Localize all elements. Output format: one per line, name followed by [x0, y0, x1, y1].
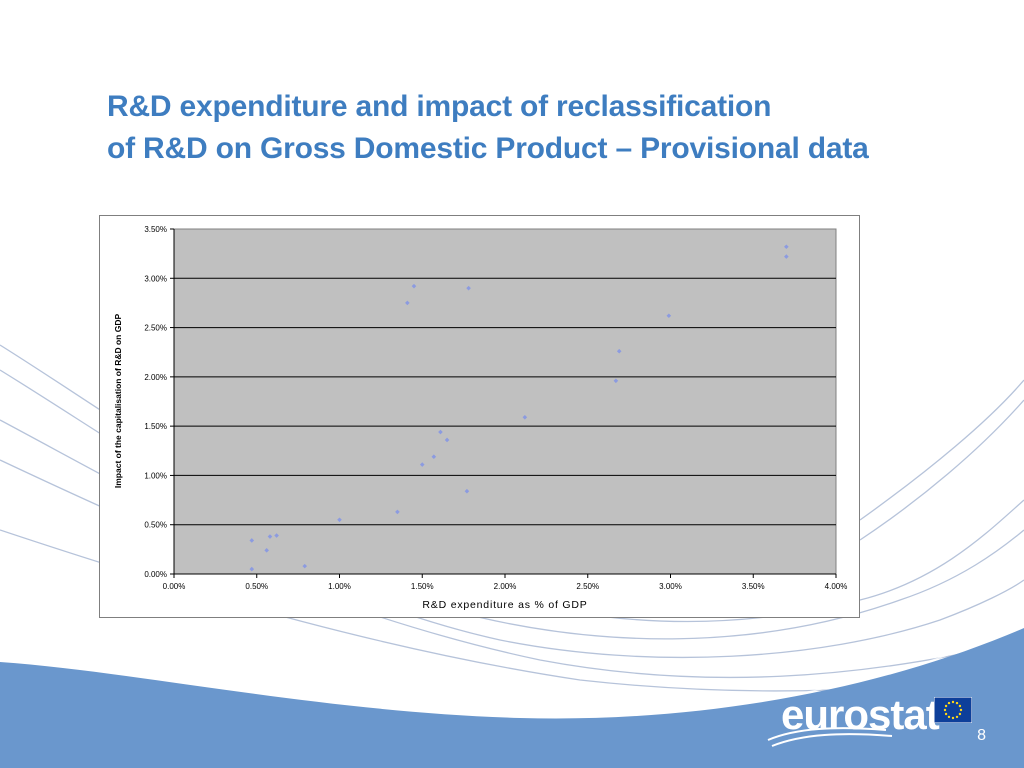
logo-swoosh — [767, 727, 893, 747]
data-point — [337, 517, 342, 523]
data-point — [302, 563, 308, 569]
x-tick-label: 1.50% — [411, 582, 434, 591]
data-point — [395, 509, 400, 515]
data-point — [464, 488, 470, 494]
flag-star — [955, 701, 959, 705]
x-tick-label: 0.00% — [163, 582, 186, 591]
scatter-chart: 0.00% 0.50% 1.00% 1.50% 2.00% 2.50% 3.00% 3.50%… — [113, 225, 848, 611]
y-axis-title: Impact of the capitalisation of R&D on G… — [113, 314, 123, 489]
x-tick-label: 3.50% — [742, 582, 765, 591]
data-point — [249, 566, 255, 572]
slide-title-line-1: R&D expenditure and impact of reclassifi… — [107, 90, 772, 123]
data-point — [522, 414, 528, 420]
x-tick-label: 2.00% — [494, 582, 517, 591]
chart-frame: 0.00% 0.50% 1.00% 1.50% 2.00% 2.50% 3.00% 3.50%… — [99, 215, 860, 618]
y-tick-label: 0.00% — [144, 570, 167, 579]
footer-highlight-line — [0, 625, 1024, 718]
x-tick-label: 2.50% — [576, 582, 599, 591]
x-axis-ticks: 0.00% 0.50% 1.00% 1.50% 2.00% 2.50% 3.00% 3.50%… — [163, 574, 848, 591]
eu-flag-icon — [934, 697, 972, 723]
y-tick-label: 2.00% — [144, 373, 167, 382]
flag-star — [943, 708, 947, 712]
data-point — [249, 538, 255, 543]
y-tick-label: 3.50% — [144, 225, 167, 234]
flag-star — [959, 708, 963, 712]
data-point — [444, 437, 450, 443]
x-tick-label: 4.00% — [825, 582, 848, 591]
data-point — [431, 454, 437, 459]
data-point — [616, 348, 622, 354]
flag-star — [947, 715, 951, 719]
data-point — [438, 429, 443, 435]
y-tick-label: 3.00% — [144, 274, 167, 283]
y-tick-label: 1.50% — [144, 422, 167, 431]
x-tick-label: 0.50% — [245, 582, 268, 591]
data-point — [784, 244, 789, 250]
data-point — [264, 548, 269, 553]
flag-star — [951, 700, 955, 704]
slide-title-line-2: of R&D on Gross Domestic Product – Provi… — [107, 132, 869, 165]
data-point — [274, 533, 279, 538]
data-points — [249, 244, 789, 572]
data-point — [613, 378, 619, 384]
y-axis-ticks: 0.00% 0.50% 1.00% 1.50% 2.00% 2.50% 3.00% 3.50% — [144, 225, 174, 579]
flag-star — [958, 712, 962, 716]
data-point — [666, 313, 672, 319]
flag-star — [944, 704, 948, 708]
flag-star — [944, 712, 948, 716]
footer-band — [0, 628, 1024, 768]
data-point — [267, 534, 273, 539]
flag-star — [951, 716, 955, 720]
data-point — [419, 462, 425, 467]
flag-star — [955, 715, 959, 719]
x-tick-label: 3.00% — [659, 582, 682, 591]
flag-star — [947, 701, 951, 705]
plot-area — [173, 228, 837, 575]
gridlines — [173, 229, 836, 575]
x-tick-label: 1.00% — [328, 582, 351, 591]
y-tick-label: 2.50% — [144, 324, 167, 333]
data-point — [466, 285, 471, 291]
page-number: 8 — [977, 727, 986, 744]
y-tick-label: 0.50% — [144, 521, 167, 530]
y-tick-label: 1.00% — [144, 471, 167, 480]
x-axis-title: R&D expenditure as % of GDP — [422, 599, 587, 611]
slide-title: R&D expenditure and impact of reclassifi… — [107, 86, 869, 170]
flag-star — [958, 704, 962, 708]
